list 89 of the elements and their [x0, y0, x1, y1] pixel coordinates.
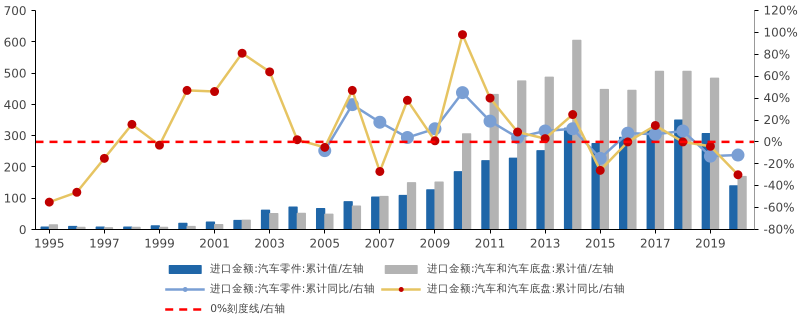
bar	[352, 206, 362, 230]
point	[731, 148, 744, 162]
point	[648, 128, 662, 141]
point	[238, 48, 247, 58]
legend-label: 进口金额:汽车零件:累计值/左轴	[210, 262, 364, 276]
y2-tick-label: 40%	[764, 91, 790, 106]
point	[486, 94, 495, 103]
x-tick-label: 2011	[474, 236, 506, 250]
point	[265, 67, 274, 76]
point	[182, 86, 192, 95]
x-tick-label: 2013	[530, 236, 560, 250]
y2-tick-label: 80%	[764, 47, 790, 62]
bar	[344, 201, 353, 230]
bar	[572, 40, 582, 230]
point	[596, 166, 605, 175]
bar	[544, 76, 554, 230]
y2-tick-label: -60%	[764, 200, 795, 215]
x-tick-label: 2019	[695, 236, 726, 250]
point	[210, 87, 220, 96]
bar	[324, 214, 334, 230]
legend-label: 进口金额:汽车零件:累计同比/右轴	[210, 282, 375, 296]
point	[127, 120, 136, 129]
y2-tick-label: 120%	[764, 4, 798, 18]
bar	[454, 171, 463, 230]
bar	[406, 182, 416, 230]
point	[375, 166, 384, 176]
x-tick-label: 1995	[34, 236, 65, 250]
point	[676, 124, 690, 138]
y2-tick-label: -80%	[764, 222, 795, 236]
x-tick-label: 2015	[584, 236, 616, 250]
bar	[462, 133, 472, 230]
point	[513, 128, 522, 137]
point	[72, 188, 82, 197]
point	[704, 150, 717, 163]
bar	[296, 212, 306, 230]
y-tick-label: 200	[4, 160, 26, 174]
point	[402, 96, 412, 105]
point	[154, 140, 164, 150]
y-tick-label: 600	[4, 35, 26, 50]
x-tick-label: 2003	[254, 236, 285, 250]
point	[568, 110, 578, 120]
x-tick-label: 2007	[364, 236, 396, 250]
y-tick-label: 500	[4, 66, 26, 81]
bar	[178, 222, 188, 230]
y-tick-label: 700	[4, 4, 26, 18]
y2-tick-label: -20%	[764, 156, 795, 171]
point	[458, 30, 467, 40]
bar	[269, 213, 278, 230]
y-tick-label: 300	[4, 129, 26, 144]
bar	[150, 225, 160, 230]
point	[44, 198, 54, 207]
bar	[214, 224, 224, 230]
bar	[242, 220, 251, 230]
legend-label: 进口金额:汽车和汽车底盘:累计同比/右轴	[427, 282, 625, 296]
y2-tick-label: 100%	[764, 25, 798, 40]
point	[348, 86, 357, 95]
y-tick-label: 400	[4, 98, 26, 112]
legend-label: 0%刻度线/右轴	[210, 302, 286, 316]
point	[733, 170, 742, 180]
x-tick-label: 2001	[199, 236, 230, 250]
point	[373, 116, 386, 129]
y-tick-label: 0	[18, 223, 27, 237]
x-tick-label: 1997	[89, 236, 120, 250]
y2-tick-label: -40%	[764, 178, 795, 193]
x-tick-label: 1999	[144, 236, 175, 250]
x-tick-label: 2005	[309, 236, 340, 250]
y2-tick-label: 60%	[764, 69, 790, 84]
point	[456, 86, 469, 100]
bar	[434, 181, 444, 230]
bar	[517, 80, 526, 230]
point	[400, 131, 414, 144]
bar	[737, 176, 747, 230]
bar	[371, 196, 380, 230]
y2-tick-label: 20%	[764, 113, 790, 127]
legend-label: 进口金额:汽车和汽车底盘:累计值/左轴	[427, 262, 614, 276]
y-tick-label: 100	[4, 192, 26, 206]
bar	[316, 208, 326, 230]
point	[650, 120, 660, 130]
point	[621, 126, 634, 140]
x-tick-label: 2017	[640, 236, 671, 250]
bar	[426, 189, 436, 230]
x-tick-label: 2009	[420, 236, 450, 250]
point	[484, 114, 497, 128]
bar	[379, 196, 389, 230]
bar	[398, 194, 408, 230]
y2-tick-label: 0%	[764, 134, 783, 149]
point	[100, 154, 109, 163]
bar	[729, 185, 738, 230]
point	[566, 122, 580, 136]
